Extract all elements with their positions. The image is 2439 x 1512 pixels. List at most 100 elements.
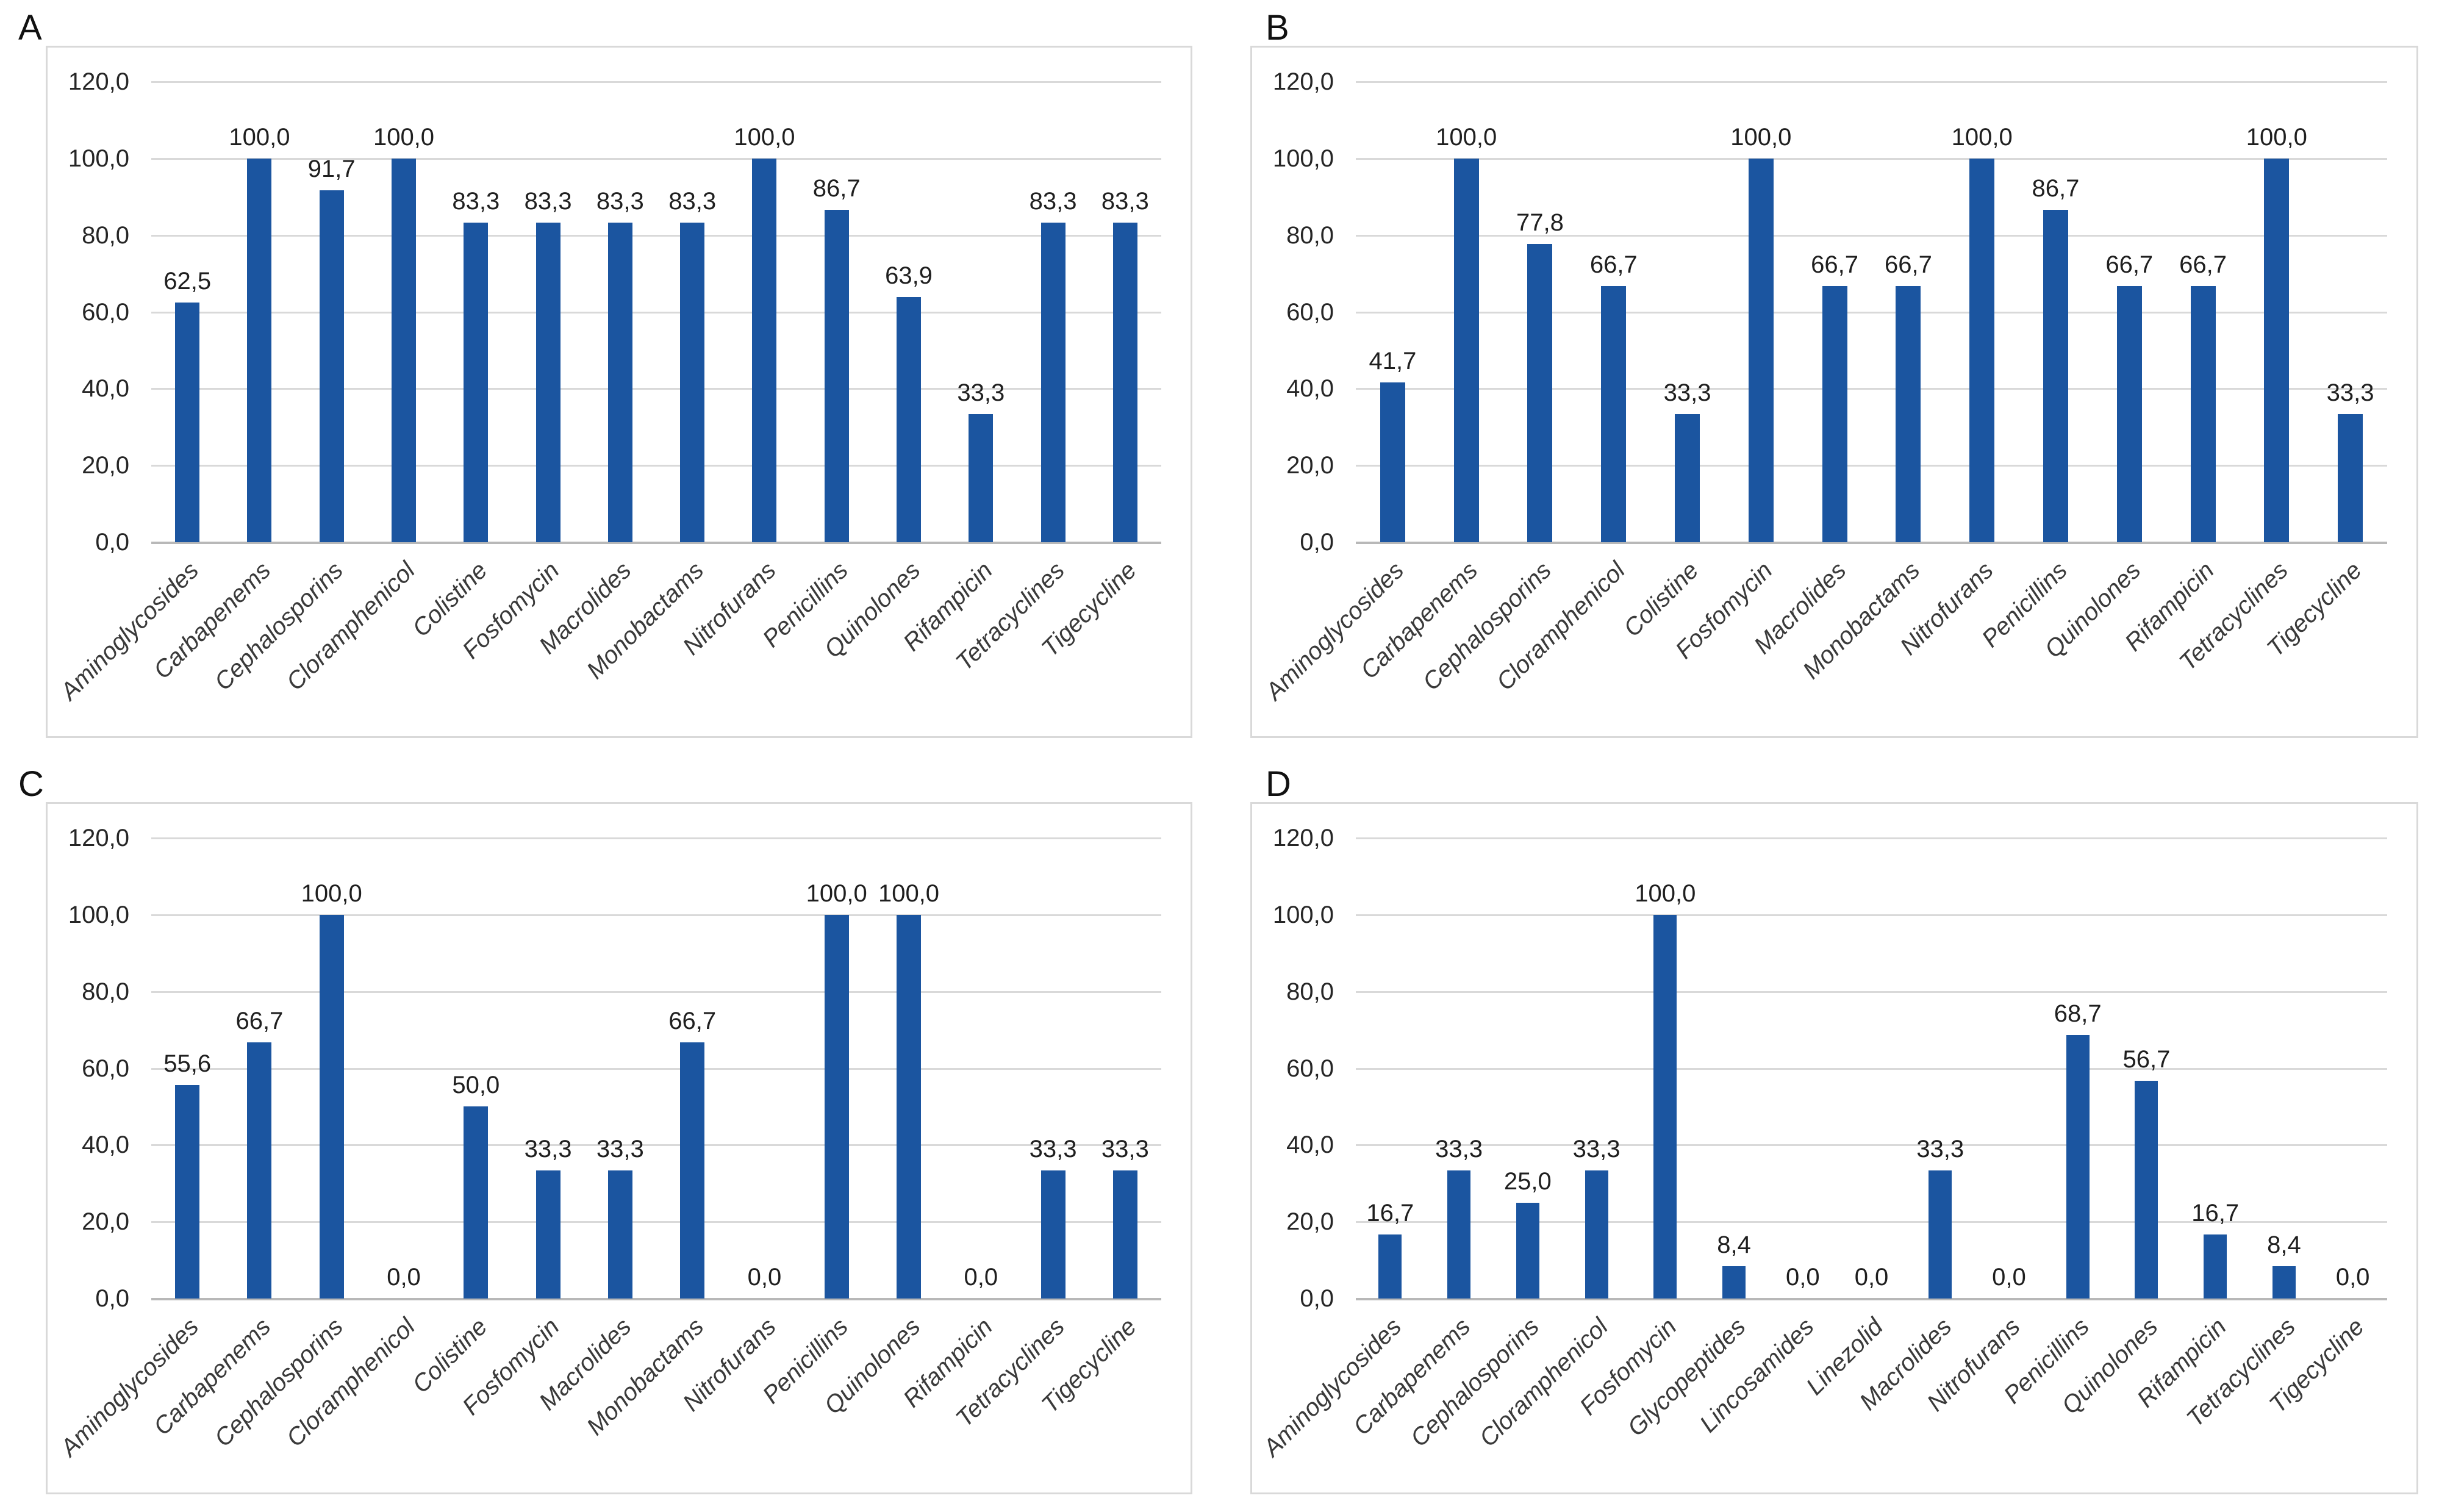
ytick-label-40: 40,0 <box>82 1131 129 1159</box>
panel-b-chart: 120,0 100,0 80,0 60,0 40,0 20,0 0,0 41,7 Aminogl… <box>1250 46 2418 738</box>
category-label-carbapenems: Carbapenems <box>1348 1313 1476 1441</box>
value-label-cephalosporins: 100,0 <box>301 880 362 907</box>
value-label-colistine: 33,3 <box>1663 379 1711 406</box>
value-label-rifampicin: 16,7 <box>2191 1200 2240 1227</box>
ytick-label-80: 80,0 <box>1286 221 1334 249</box>
gridline-20 <box>1356 465 2387 467</box>
value-label-aminoglycosides: 16,7 <box>1366 1200 1414 1227</box>
value-label-penicillins: 100,0 <box>806 880 867 907</box>
bar-colistine <box>464 1106 488 1299</box>
bar-penicillins <box>2043 210 2068 542</box>
panel-c: C 120,0 100,0 80,0 60,0 40,0 20,0 0,0 55,6 Amino… <box>0 756 1205 1512</box>
bar-macrolides <box>1822 286 1847 542</box>
bar-penicillins <box>2066 1035 2090 1299</box>
bar-quinolones <box>897 297 921 542</box>
category-label-cephalosporins: Cephalosporins <box>1405 1313 1544 1452</box>
panel-b-letter: B <box>1266 8 1289 48</box>
gridline-40 <box>1356 1144 2387 1147</box>
gridline-80 <box>1356 991 2387 993</box>
value-label-fosfomycin: 33,3 <box>524 1136 572 1163</box>
gridline-60 <box>1356 311 2387 314</box>
bar-rifampicin <box>2191 286 2216 542</box>
value-label-cephalosporins: 91,7 <box>307 156 356 182</box>
value-label-monobactams: 83,3 <box>668 188 717 215</box>
value-label-macrolides: 33,3 <box>596 1136 644 1163</box>
panel-d-chart: 120,0 100,0 80,0 60,0 40,0 20,0 0,0 16,7 Aminogl… <box>1250 802 2418 1494</box>
ytick-label-0: 0,0 <box>1300 529 1334 556</box>
bar-quinolones <box>2117 286 2142 542</box>
ytick-label-60: 60,0 <box>1286 1055 1334 1082</box>
ytick-label-60: 60,0 <box>1286 298 1334 326</box>
category-label-cloramphenicol: Cloramphenicol <box>281 1313 421 1452</box>
bar-tetracyclines <box>1041 223 1065 542</box>
gridline-120 <box>151 81 1161 83</box>
category-label-aminoglycosides: Aminoglycosides <box>1261 557 1409 706</box>
value-label-quinolones: 100,0 <box>878 880 940 907</box>
ytick-label-20: 20,0 <box>1286 1208 1334 1236</box>
category-label-cephalosporins: Cephalosporins <box>209 1313 348 1452</box>
ytick-label-100: 100,0 <box>68 901 129 928</box>
ytick-label-20: 20,0 <box>1286 452 1334 479</box>
value-label-macrolides: 66,7 <box>1811 251 1859 278</box>
bar-tetracyclines <box>1041 1170 1065 1299</box>
bar-fosfomycin <box>536 223 561 542</box>
bar-penicillins <box>825 915 849 1299</box>
gridline-40 <box>151 388 1161 390</box>
panel-a-chart: 120,0 100,0 80,0 60,0 40,0 20,0 0,0 62,5 Aminogl… <box>46 46 1192 738</box>
value-label-nitrofurans: 100,0 <box>734 124 795 151</box>
ytick-label-80: 80,0 <box>1286 978 1334 1005</box>
value-label-penicillins: 86,7 <box>812 175 861 202</box>
value-label-tetracyclines: 83,3 <box>1029 188 1077 215</box>
gridline-20 <box>151 465 1161 467</box>
bar-cephalosporins <box>320 190 344 542</box>
value-label-aminoglycosides: 55,6 <box>163 1050 212 1077</box>
ytick-label-40: 40,0 <box>1286 375 1334 403</box>
bar-monobactams <box>680 223 704 542</box>
panel-d-letter: D <box>1266 764 1291 804</box>
category-label-cephalosporins: Cephalosporins <box>1417 557 1557 696</box>
value-label-carbapenems: 33,3 <box>1435 1136 1483 1163</box>
value-label-cloramphenicol: 33,3 <box>1572 1136 1621 1163</box>
value-label-rifampicin: 33,3 <box>957 379 1005 406</box>
ytick-label-0: 0,0 <box>95 1285 129 1312</box>
bar-penicillins <box>825 210 849 542</box>
gridline-0 <box>151 542 1161 544</box>
bar-macrolides <box>608 1170 632 1299</box>
ytick-label-100: 100,0 <box>1272 145 1334 172</box>
value-label-nitrofurans: 0,0 <box>747 1264 782 1291</box>
panel-c-letter: C <box>18 764 44 804</box>
value-label-cephalosporins: 77,8 <box>1516 209 1564 236</box>
bar-cloramphenicol <box>1585 1170 1608 1299</box>
gridline-100 <box>151 914 1161 916</box>
value-label-cephalosporins: 25,0 <box>1503 1168 1552 1195</box>
bar-tigecycline <box>2338 414 2363 542</box>
gridline-60 <box>1356 1067 2387 1070</box>
value-label-nitrofurans: 0,0 <box>1992 1264 2026 1291</box>
value-label-tigecycline: 0,0 <box>2335 1264 2370 1291</box>
ytick-label-60: 60,0 <box>82 298 129 326</box>
gridline-0 <box>151 1298 1161 1300</box>
panel-d: D 120,0 100,0 80,0 60,0 40,0 20,0 0,0 16,7 Amino… <box>1205 756 2439 1512</box>
ytick-label-120: 120,0 <box>68 68 129 95</box>
category-label-cloramphenicol: Cloramphenicol <box>281 557 421 696</box>
panel-a-letter: A <box>18 8 42 48</box>
value-label-macrolides: 83,3 <box>596 188 644 215</box>
gridline-20 <box>151 1221 1161 1224</box>
bar-nitrofurans <box>1969 159 1994 542</box>
value-label-carbapenems: 100,0 <box>229 124 290 151</box>
bar-cephalosporins <box>320 915 344 1299</box>
gridline-60 <box>151 311 1161 314</box>
gridline-120 <box>1356 837 2387 839</box>
ytick-label-80: 80,0 <box>82 978 129 1005</box>
bar-glycopeptides <box>1722 1266 1746 1299</box>
bar-fosfomycin <box>536 1170 561 1299</box>
bar-carbapenems <box>247 1042 271 1299</box>
bar-quinolones <box>2135 1081 2158 1299</box>
category-label-cephalosporins: Cephalosporins <box>209 557 348 696</box>
bar-monobactams <box>680 1042 704 1299</box>
value-label-tigecycline: 83,3 <box>1101 188 1149 215</box>
ytick-label-100: 100,0 <box>68 145 129 172</box>
bar-carbapenems <box>1447 1170 1470 1299</box>
value-label-rifampicin: 66,7 <box>2179 251 2227 278</box>
bar-aminoglycosides <box>175 303 199 542</box>
